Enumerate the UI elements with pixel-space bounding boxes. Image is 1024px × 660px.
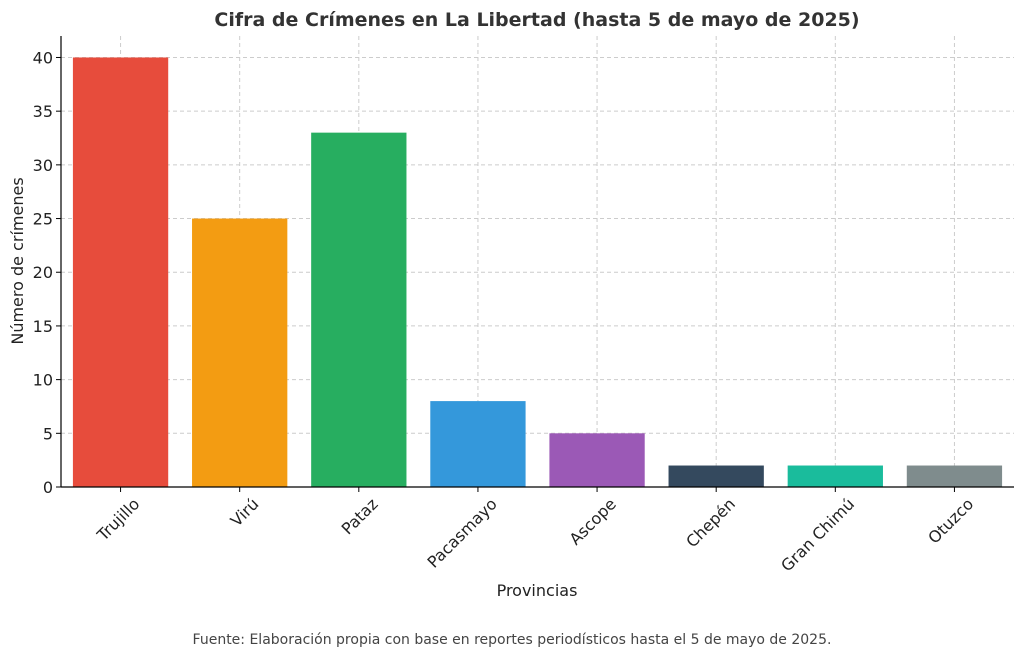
- x-tick-label: Chepén: [682, 494, 739, 551]
- y-tick-label: 5: [43, 424, 53, 443]
- bar-ascope: [549, 433, 645, 487]
- y-tick-label: 35: [33, 102, 53, 121]
- y-tick-label: 0: [43, 478, 53, 497]
- x-tick-labels: Trujillo Virú Pataz Pacasmayo Ascope Chepén Gr…: [93, 487, 977, 575]
- x-axis-label: Provincias: [497, 581, 578, 600]
- x-tick-label: Trujillo: [93, 494, 144, 545]
- bar-pataz: [311, 132, 407, 487]
- bar-gran-chimú: [787, 465, 883, 487]
- y-tick-label: 10: [33, 371, 53, 390]
- source-footnote: Fuente: Elaboración propia con base en r…: [192, 632, 832, 648]
- x-tick-label: Otuzco: [924, 494, 977, 547]
- bar-chepén: [668, 465, 764, 487]
- bar-virú: [192, 218, 288, 488]
- bar-pacasmayo: [430, 401, 526, 487]
- chart-title: Cifra de Crímenes en La Libertad (hasta …: [214, 9, 859, 31]
- x-tick-label: Virú: [227, 494, 263, 530]
- bar-trujillo: [72, 57, 169, 487]
- y-axis-label: Número de crímenes: [8, 177, 27, 344]
- x-tick-label: Gran Chimú: [777, 494, 858, 575]
- y-tick-label: 20: [33, 263, 53, 282]
- x-tick-label: Pacasmayo: [423, 494, 500, 571]
- bar-otuzco: [906, 465, 1003, 487]
- bars: [72, 57, 1003, 488]
- x-tick-label: Pataz: [338, 494, 382, 538]
- y-tick-labels: 0 5 10 15 20 25 30 35 40: [33, 48, 61, 497]
- y-tick-label: 30: [33, 156, 53, 175]
- y-tick-label: 15: [33, 317, 53, 336]
- x-tick-label: Ascope: [566, 494, 620, 548]
- y-tick-label: 40: [33, 48, 53, 67]
- y-tick-label: 25: [33, 210, 53, 229]
